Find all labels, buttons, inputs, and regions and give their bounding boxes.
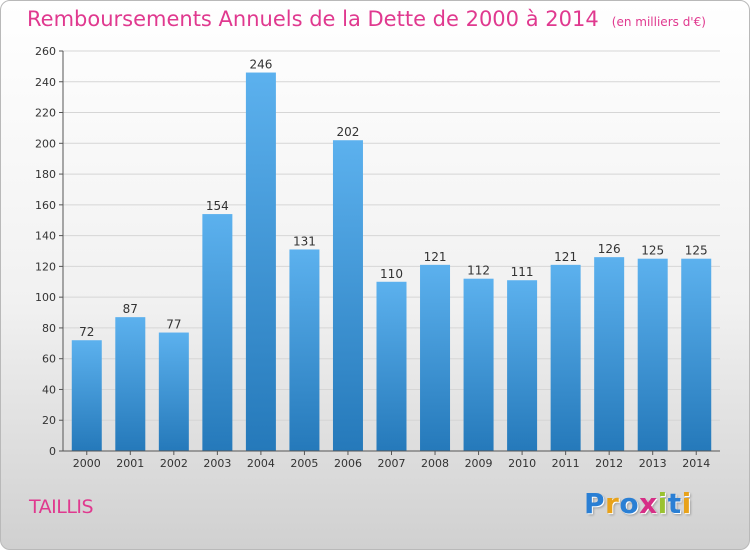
- x-tick-label: 2007: [378, 457, 406, 470]
- y-tick-label: 220: [35, 107, 56, 120]
- bar-value-label: 131: [293, 234, 316, 248]
- bar-value-label: 111: [511, 265, 534, 279]
- bar-value-label: 121: [424, 250, 447, 264]
- logo-letter: x: [639, 487, 658, 520]
- y-tick-label: 240: [35, 76, 56, 89]
- x-tick-label: 2005: [290, 457, 318, 470]
- x-tick-label: 2013: [639, 457, 667, 470]
- x-tick-label: 2010: [508, 457, 536, 470]
- bar: [289, 249, 320, 451]
- proxiti-logo[interactable]: Proxiti: [584, 487, 692, 520]
- location-name: TAILLIS: [29, 496, 94, 518]
- x-tick-label: 2009: [465, 457, 493, 470]
- bar-value-label: 202: [337, 125, 360, 139]
- y-tick-label: 140: [35, 230, 56, 243]
- x-tick-label: 2006: [334, 457, 362, 470]
- logo-letter: P: [584, 487, 606, 520]
- x-tick-label: 2001: [116, 457, 144, 470]
- bar: [420, 264, 451, 451]
- bar-value-label: 154: [206, 199, 229, 213]
- bar: [681, 258, 712, 451]
- bar-value-label: 112: [467, 264, 490, 278]
- y-tick-label: 40: [42, 383, 56, 396]
- bar-value-label: 110: [380, 267, 403, 281]
- y-tick-label: 180: [35, 168, 56, 181]
- y-tick-label: 80: [42, 322, 56, 335]
- x-tick-label: 2011: [552, 457, 580, 470]
- x-tick-label: 2012: [595, 457, 623, 470]
- x-tick-label: 2014: [682, 457, 710, 470]
- x-tick-label: 2002: [160, 457, 188, 470]
- y-tick-label: 0: [49, 445, 56, 458]
- y-tick-label: 100: [35, 291, 56, 304]
- bar: [202, 214, 233, 451]
- bar: [637, 258, 668, 451]
- bar-value-label: 72: [79, 325, 94, 339]
- title-row: Remboursements Annuels de la Dette de 20…: [27, 7, 706, 31]
- y-tick-label: 20: [42, 414, 56, 427]
- chart-title: Remboursements Annuels de la Dette de 20…: [27, 7, 599, 31]
- chart-subtitle: (en milliers d'€): [611, 15, 706, 29]
- x-tick-label: 2004: [247, 457, 275, 470]
- bar-value-label: 121: [554, 250, 577, 264]
- x-tick-label: 2000: [73, 457, 101, 470]
- bar: [594, 257, 625, 451]
- bar: [376, 281, 407, 451]
- logo-letter: i: [657, 487, 668, 520]
- bar-layer: [71, 72, 712, 452]
- bar-value-label: 126: [598, 242, 621, 256]
- label-layer: 72 87 77 154 246 131 202 110 121 112 111 121 126 125 1…: [79, 58, 708, 340]
- logo-letter: t: [667, 487, 682, 520]
- y-tick-label: 60: [42, 353, 56, 366]
- bar-value-label: 77: [166, 318, 181, 332]
- logo-letter: r: [605, 487, 620, 520]
- bar: [507, 280, 538, 451]
- bar: [245, 72, 276, 452]
- axis-layer: 0 20 40 60 80 100 120 140 160 180 200 220 240 260 2000…: [35, 45, 720, 470]
- bar: [463, 278, 494, 451]
- bar: [158, 332, 189, 451]
- bar: [332, 140, 363, 451]
- logo-letter: o: [619, 487, 640, 520]
- bar: [71, 340, 102, 451]
- x-tick-label: 2008: [421, 457, 449, 470]
- bar-value-label: 87: [123, 302, 138, 316]
- y-tick-label: 160: [35, 199, 56, 212]
- bar-value-label: 246: [249, 58, 272, 72]
- x-tick-label: 2003: [203, 457, 231, 470]
- logo-letter: i: [681, 487, 692, 520]
- bar: [115, 317, 146, 451]
- y-tick-label: 260: [35, 45, 56, 58]
- bar-value-label: 125: [641, 244, 664, 258]
- bar: [550, 264, 581, 451]
- y-tick-label: 120: [35, 260, 56, 273]
- y-tick-label: 200: [35, 137, 56, 150]
- bar-value-label: 125: [685, 244, 708, 258]
